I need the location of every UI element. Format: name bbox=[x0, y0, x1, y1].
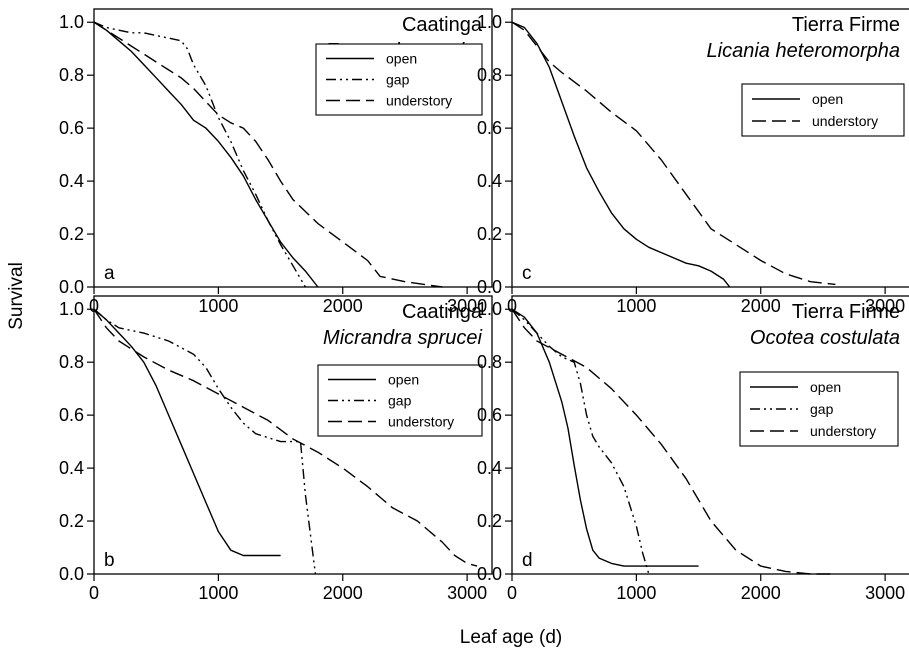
panel-d-xtick-label: 0 bbox=[507, 583, 517, 603]
panel-d-series-open bbox=[511, 308, 699, 567]
panel-b-ytick-label: 0.2 bbox=[59, 511, 84, 531]
panel-d-legend bbox=[739, 371, 899, 447]
panel-c-ytick-label: 0.0 bbox=[477, 277, 502, 297]
panel-a-ytick-label: 0.8 bbox=[59, 65, 84, 85]
panel-d-ytick-label: 1.0 bbox=[477, 299, 502, 319]
panel-a-xtick-label: 2000 bbox=[323, 296, 363, 316]
panel-b-frame bbox=[93, 295, 493, 575]
panel-a-ytick-label: 0.2 bbox=[59, 224, 84, 244]
panel-d-legend-label-gap: gap bbox=[810, 401, 834, 417]
panel-a-series-understory bbox=[93, 21, 443, 288]
panel-a-legend-label-open: open bbox=[386, 51, 417, 67]
panel-b-ytick-label: 0.6 bbox=[59, 405, 84, 425]
panel-b-letter: b bbox=[104, 550, 115, 571]
x-axis-label: Leaf age (d) bbox=[460, 627, 562, 648]
panel-c-legend bbox=[741, 83, 905, 137]
panel-a-site-title: Caatinga bbox=[402, 14, 483, 36]
panel-d-xtick-label: 2000 bbox=[741, 583, 781, 603]
panel-d-ytick-label: 0.0 bbox=[477, 564, 502, 584]
panel-b-ytick-label: 1.0 bbox=[59, 299, 84, 319]
panel-a-ytick-label: 1.0 bbox=[59, 12, 84, 32]
panel-a-ytick-label: 0.0 bbox=[59, 277, 84, 297]
panel-b-ytick-label: 0.0 bbox=[59, 564, 84, 584]
panel-a-series-gap bbox=[93, 21, 307, 288]
panel-a-legend-label-understory: understory bbox=[386, 93, 452, 109]
panel-c-species-title: Licania heteromorpha bbox=[707, 40, 900, 62]
panel-b-xtick-label: 0 bbox=[89, 583, 99, 603]
panel-c-ytick-label: 0.6 bbox=[477, 118, 502, 138]
panel-a-xtick-label: 3000 bbox=[447, 296, 487, 316]
panel-c-series-open bbox=[511, 21, 731, 288]
panel-a-legend-label-gap: gap bbox=[386, 72, 410, 88]
panel-b: 0.00.20.40.60.81.00 1000 2000 3000CaatingaM… bbox=[59, 295, 493, 603]
panel-c-xtick-label: 1000 bbox=[616, 296, 656, 316]
panel-b-site-title: Caatinga bbox=[402, 301, 483, 323]
panel-a-xtick-label: 1000 bbox=[198, 296, 238, 316]
panel-d-ytick-label: 0.4 bbox=[477, 458, 502, 478]
panel-b-series-open bbox=[93, 308, 281, 557]
panel-d-series-gap bbox=[511, 308, 650, 575]
panel-c-ytick-label: 0.2 bbox=[477, 224, 502, 244]
panel-d-letter: d bbox=[522, 550, 533, 571]
panel-b-legend bbox=[317, 364, 483, 437]
y-axis-label: Survival bbox=[6, 262, 27, 330]
panel-a-legend bbox=[315, 43, 483, 116]
panel-d-legend-label-understory: understory bbox=[810, 423, 876, 439]
panel-a-ytick-label: 0.6 bbox=[59, 118, 84, 138]
panel-b-ytick-label: 0.8 bbox=[59, 352, 84, 372]
panel-c-ytick-label: 0.4 bbox=[477, 171, 502, 191]
panel-c-letter: c bbox=[522, 263, 532, 284]
panel-a-frame bbox=[93, 8, 493, 288]
panel-c-xtick-label: 3000 bbox=[865, 296, 905, 316]
panel-d-ytick-label: 0.8 bbox=[477, 352, 502, 372]
panel-d-ytick-label: 0.6 bbox=[477, 405, 502, 425]
panel-d-legend-label-open: open bbox=[810, 379, 841, 395]
panel-d-series-understory bbox=[511, 308, 836, 575]
panel-b-legend-label-gap: gap bbox=[388, 393, 412, 409]
panel-d-species-title: Ocotea costulata bbox=[750, 327, 900, 349]
panel-b-xtick-label: 2000 bbox=[323, 583, 363, 603]
panel-a-ytick-label: 0.4 bbox=[59, 171, 84, 191]
panel-c-frame bbox=[511, 8, 909, 288]
panel-d-site-title: Tierra Firme bbox=[792, 301, 900, 323]
panel-a-letter: a bbox=[104, 263, 115, 284]
panel-b-legend-label-open: open bbox=[388, 372, 419, 388]
panel-d-xtick-label: 1000 bbox=[616, 583, 656, 603]
panel-c-ytick-label: 0.8 bbox=[477, 65, 502, 85]
panel-b-series-understory bbox=[93, 308, 478, 567]
panel-c-site-title: Tierra Firme bbox=[792, 14, 900, 36]
panel-b-series-gap bbox=[93, 308, 317, 575]
panel-a-series-open bbox=[93, 21, 319, 288]
panel-c-ytick-label: 1.0 bbox=[477, 12, 502, 32]
panel-c-legend-label-understory: understory bbox=[812, 113, 878, 129]
panel-b-xtick-label: 3000 bbox=[447, 583, 487, 603]
panel-d-xtick-label: 3000 bbox=[865, 583, 905, 603]
panel-c-series-understory bbox=[511, 21, 836, 286]
panel-b-species-title: Micrandra sprucei bbox=[323, 327, 483, 349]
panel-a: 0.00.20.40.60.81.00100020003000CaatingaE… bbox=[59, 8, 493, 316]
panel-b-ytick-label: 0.4 bbox=[59, 458, 84, 478]
panel-c-legend-label-open: open bbox=[812, 91, 843, 107]
panel-c-xtick-label: 2000 bbox=[741, 296, 781, 316]
panel-d-frame bbox=[511, 295, 909, 575]
panel-d-ytick-label: 0.2 bbox=[477, 511, 502, 531]
panel-b-xtick-label: 1000 bbox=[198, 583, 238, 603]
panel-b-legend-label-understory: understory bbox=[388, 414, 454, 430]
